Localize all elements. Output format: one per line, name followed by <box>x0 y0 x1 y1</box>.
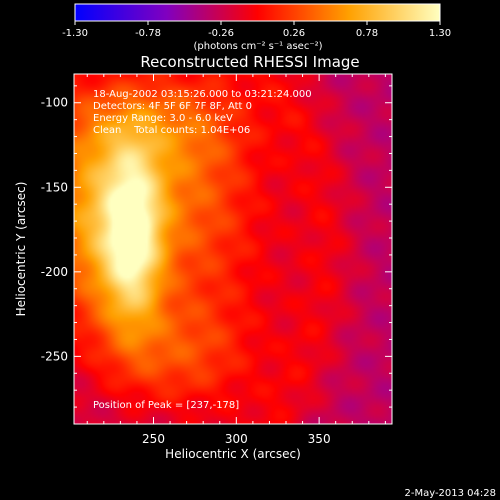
colorbar <box>74 3 441 22</box>
colorbar-tick-label: 0.26 <box>283 28 305 39</box>
colorbar-tick-label: 1.30 <box>429 28 451 39</box>
y-tick-label: -100 <box>41 96 68 110</box>
x-tick-label: 300 <box>225 432 248 446</box>
x-tick-label: 250 <box>142 432 165 446</box>
heatmap-image <box>74 74 392 424</box>
annotation-line: Detectors: 4F 5F 6F 7F 8F, Att 0 <box>93 101 252 112</box>
colorbar-tick-label: -0.78 <box>135 28 161 39</box>
x-axis-ticks: 250 300 350 <box>86 74 386 446</box>
colorbar-tick-label: -0.26 <box>208 28 234 39</box>
peak-position-label: Position of Peak = [237,-178] <box>93 400 239 411</box>
chart-title: Reconstructed RHESSI Image <box>140 53 359 71</box>
colorbar-tick-label: 0.78 <box>356 28 378 39</box>
annotation-line: Energy Range: 3.0 - 6.0 keV <box>93 113 233 124</box>
annotation-line: Clean Total counts: 1.04E+06 <box>93 125 250 136</box>
timestamp: 2-May-2013 04:28 <box>404 488 496 499</box>
colorbar-unit-label: (photons cm⁻² s⁻¹ asec⁻²) <box>193 41 322 52</box>
annotation-block: 18-Aug-2002 03:15:26.000 to 03:21:24.000… <box>93 89 312 136</box>
y-axis-label: Heliocentric Y (arcsec) <box>14 182 28 317</box>
colorbar-tick-label: -1.30 <box>62 28 88 39</box>
colorbar-ticks: -1.30 -0.78 -0.26 0.26 0.78 1.30 <box>62 21 451 39</box>
x-tick-label: 350 <box>308 432 331 446</box>
plot-frame <box>73 73 393 425</box>
y-tick-label: -250 <box>41 349 68 363</box>
y-axis-ticks: -100 -150 -200 -250 <box>41 85 392 408</box>
y-tick-label: -200 <box>41 265 68 279</box>
annotation-line: 18-Aug-2002 03:15:26.000 to 03:21:24.000 <box>93 89 312 100</box>
x-axis-label: Heliocentric X (arcsec) <box>165 447 301 461</box>
y-tick-label: -150 <box>41 180 68 194</box>
